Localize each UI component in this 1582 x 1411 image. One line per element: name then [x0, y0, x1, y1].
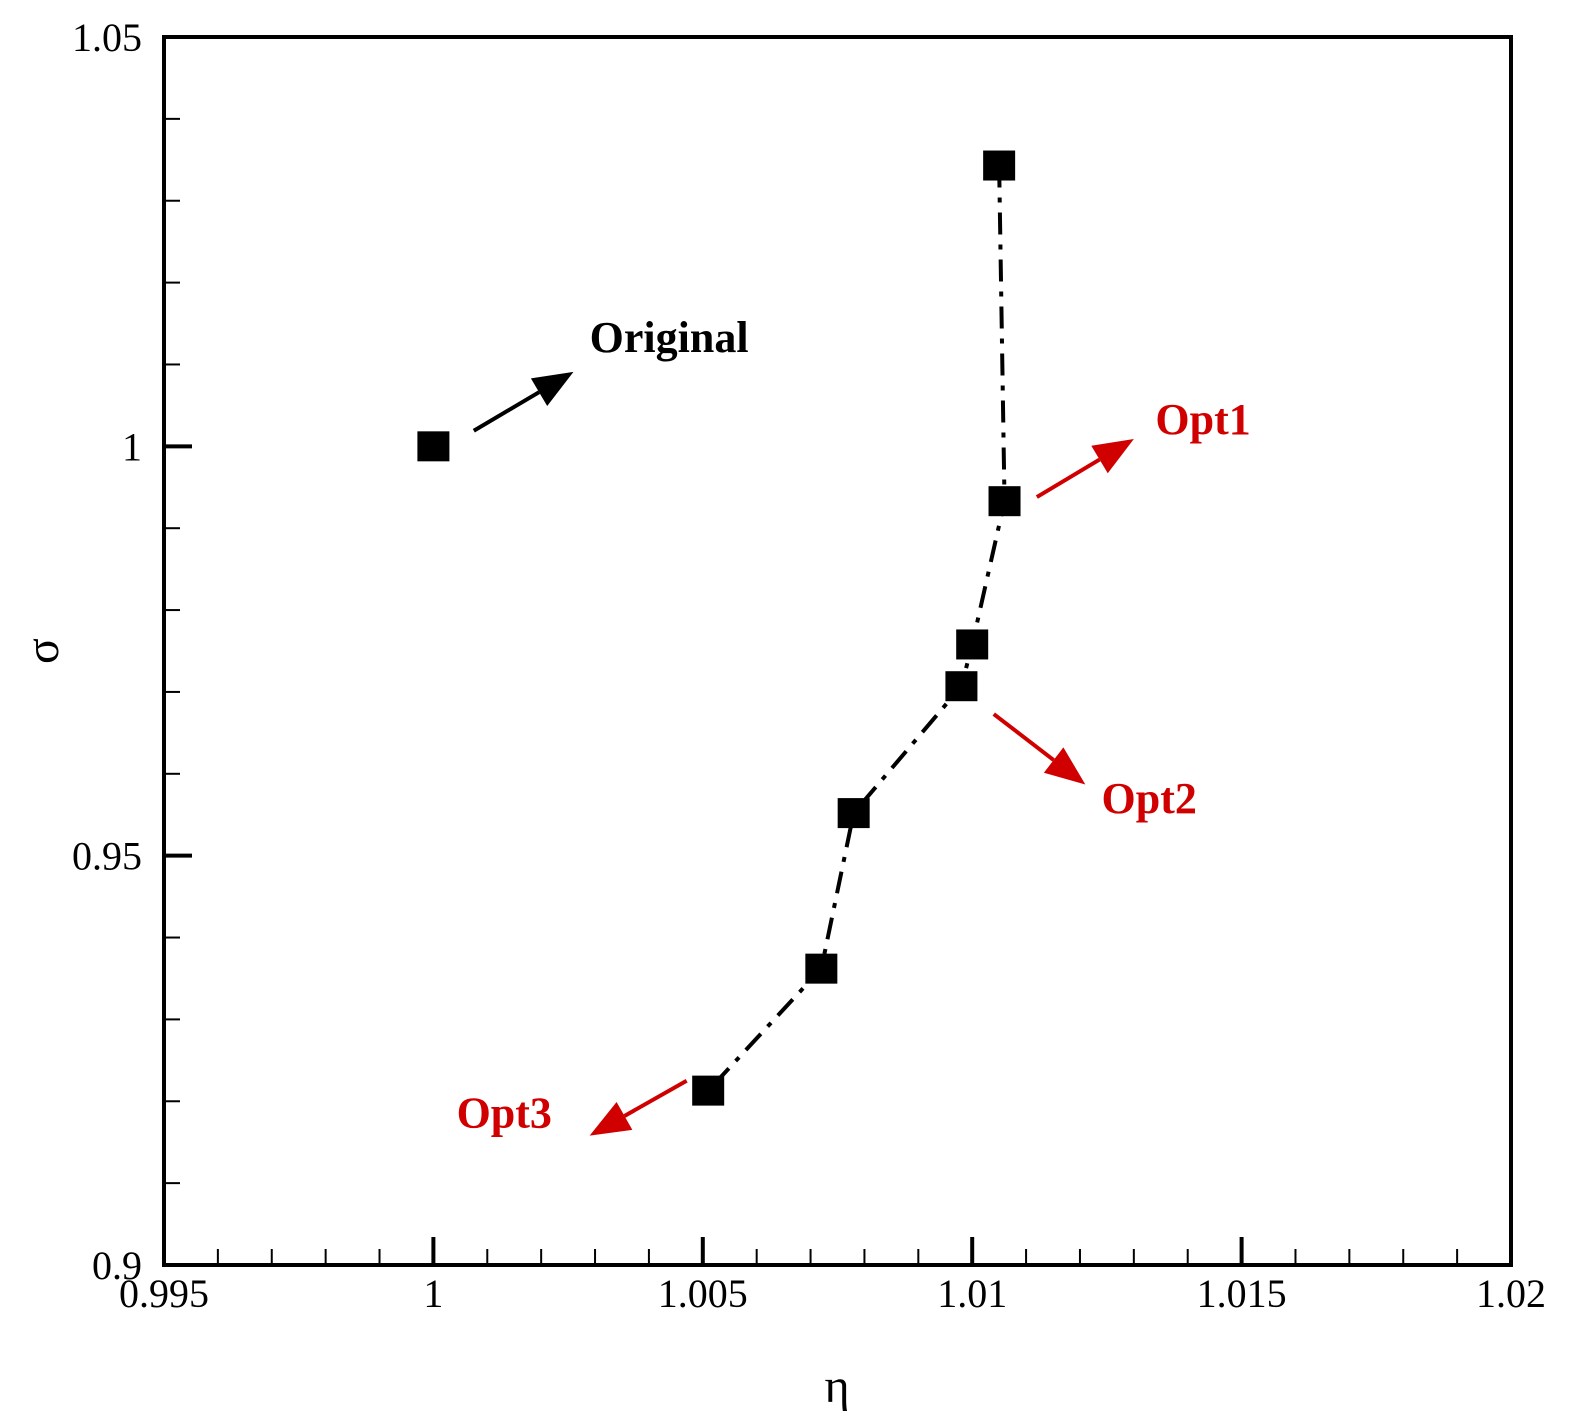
square-marker — [417, 431, 450, 462]
x-axis-label: η — [824, 1360, 849, 1411]
annotation-label: Opt2 — [1102, 774, 1197, 823]
annotation-arrow-head — [1043, 747, 1086, 785]
annotation-arrow-shaft — [1035, 457, 1101, 499]
annotation-arrow-head — [1091, 438, 1134, 474]
annotation-arrow-head — [530, 371, 574, 406]
square-marker — [805, 953, 838, 984]
square-marker — [956, 629, 989, 660]
y-tick-label: 1 — [122, 424, 142, 469]
x-tick-label: 1.015 — [1197, 1271, 1287, 1316]
annotation-label: Opt3 — [457, 1088, 552, 1137]
tick-labels: 0.995 1 1.005 1.01 1.015 1.02 0.9 0.95 1 1.05 — [72, 15, 1546, 1316]
square-marker — [983, 150, 1016, 181]
x-tick-label: 1.02 — [1476, 1271, 1546, 1316]
annotation-arrow-shaft — [623, 1079, 688, 1118]
plot-frame — [162, 35, 1513, 1267]
square-marker — [945, 671, 978, 702]
square-marker — [692, 1075, 725, 1106]
annotations: Original Opt1 Opt2 Opt3 — [457, 313, 1251, 1137]
series-line — [706, 165, 1007, 1092]
annotation-label: Original — [590, 313, 749, 362]
y-tick-label: 0.9 — [92, 1243, 142, 1288]
annotation-arrow-head — [589, 1102, 633, 1136]
square-marker — [837, 798, 870, 829]
x-tick-label: 1.005 — [658, 1271, 748, 1316]
y-tick-label: 0.95 — [72, 834, 142, 879]
annotation-arrow-shaft — [992, 712, 1055, 762]
x-tick-label: 1 — [423, 1271, 443, 1316]
axis-ticks — [162, 35, 1513, 1267]
y-axis-label: σ — [16, 638, 69, 664]
annotation-label: Opt1 — [1155, 395, 1250, 444]
x-tick-label: 1.01 — [937, 1271, 1007, 1316]
annotation-arrow-shaft — [472, 390, 541, 433]
square-marker — [988, 486, 1021, 517]
x-tick-label: 0.995 — [119, 1271, 209, 1316]
series-lines — [706, 165, 1007, 1092]
data-markers — [417, 150, 1021, 1106]
y-tick-label: 1.05 — [72, 15, 142, 60]
